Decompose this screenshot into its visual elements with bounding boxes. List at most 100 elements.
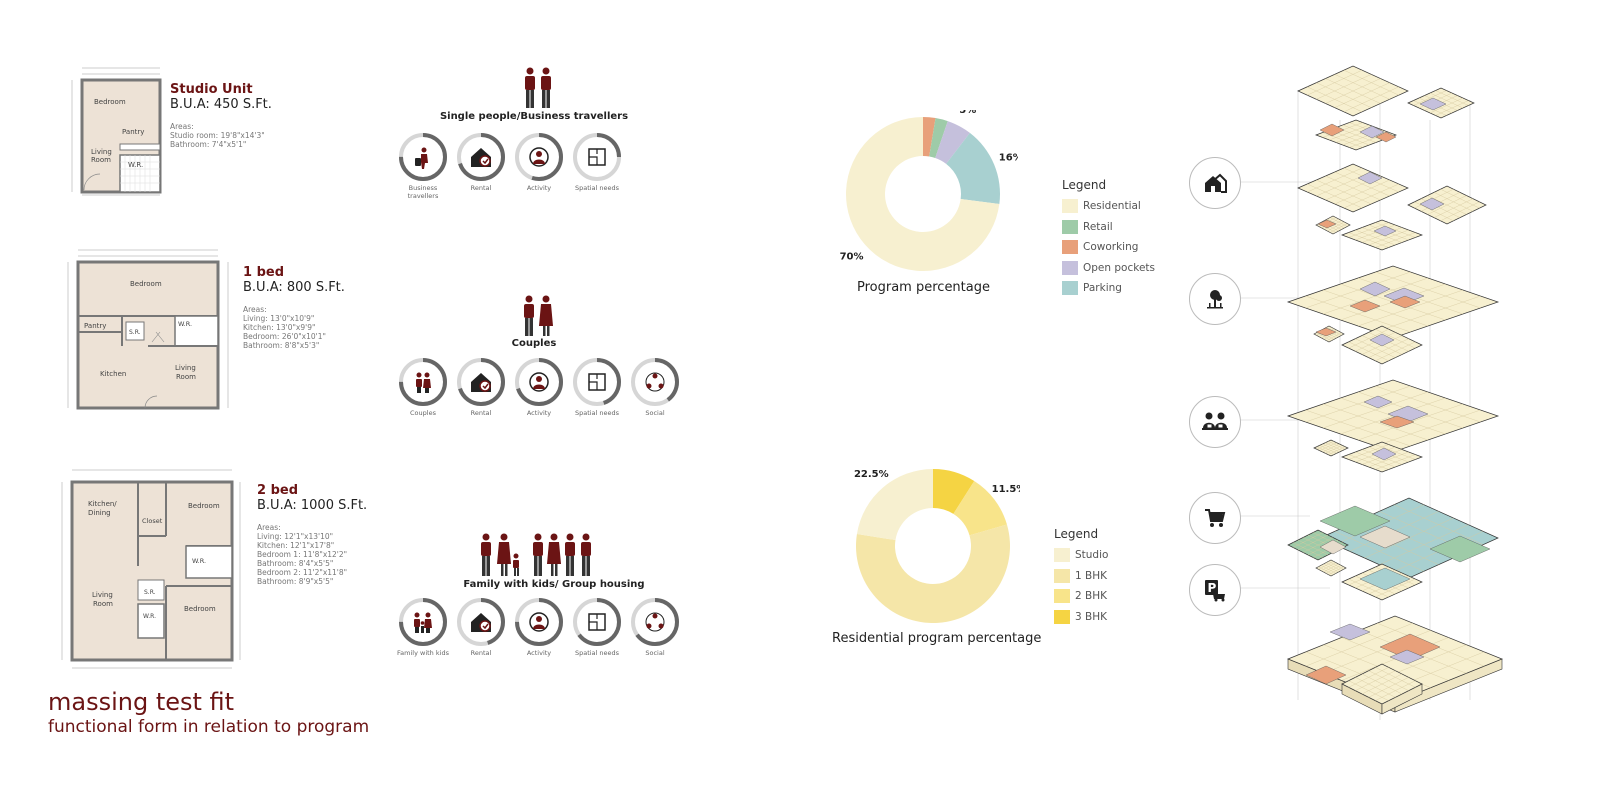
legend-label: 3 BHK [1075, 610, 1108, 623]
spatial-icon [588, 373, 606, 391]
group-title: Single people/Business travellers [439, 111, 629, 122]
group-title: Family with kids/ Group housing [463, 579, 645, 590]
unit-bua: B.U.A: 450 S.Ft. [170, 97, 272, 112]
need-label: Rental [470, 649, 492, 657]
pie-slice [946, 132, 1000, 205]
spatial-icon [588, 613, 606, 631]
legend-item: Residential [1062, 196, 1155, 217]
unit-title: 1 bed [243, 265, 284, 280]
need-label: Rental [470, 184, 492, 192]
need-label: Social [645, 649, 665, 657]
page-title: massing test fit [48, 688, 235, 716]
single-people-figure [525, 67, 551, 108]
need-ring [515, 358, 563, 406]
cart-icon [1189, 492, 1241, 544]
massing-combined-lower [1341, 663, 1423, 715]
slice-label: 70% [840, 252, 864, 263]
coworking-icon [1189, 396, 1241, 448]
svg-text:P: P [1208, 581, 1217, 595]
area-item: Bathroom: 8'4"x5'5" [257, 559, 334, 568]
slice-label: 16% [999, 153, 1018, 164]
pie-slice [935, 121, 970, 164]
massing-plate [1315, 559, 1347, 577]
areas-label: Areas: [257, 523, 281, 532]
massing-plate [1341, 219, 1423, 251]
svg-text:Kitchen/: Kitchen/ [88, 500, 117, 508]
area-item: Bedroom: 26'0"x10'1" [243, 332, 326, 341]
rental-home-icon [471, 613, 491, 632]
pie-slice [923, 117, 936, 157]
legend-label: Coworking [1083, 241, 1139, 254]
program-patch [1329, 623, 1371, 641]
svg-text:Kitchen: Kitchen [100, 370, 126, 378]
area-item: Bathroom: 8'8"x5'3" [243, 341, 320, 350]
program-patch [1305, 665, 1347, 685]
need-ring-progress [573, 358, 621, 406]
couple-figure [524, 295, 553, 336]
program-patch [1369, 333, 1395, 347]
area-item: Kitchen: 12'1"x17'8" [257, 541, 335, 550]
svg-text:W.R.: W.R. [192, 557, 206, 565]
legend-swatch [1062, 240, 1078, 255]
program-patch [1373, 225, 1397, 237]
need-ring-progress [631, 358, 679, 406]
need-ring [573, 133, 621, 181]
area-item: Living: 12'1"x13'10" [257, 532, 334, 541]
need-label: Activity [526, 409, 552, 417]
program-patch [1319, 123, 1345, 137]
pie-slice [856, 469, 933, 541]
need-ring-progress [573, 133, 621, 181]
slice-label: 5% [959, 110, 976, 116]
one-bed-floor-plan: Bedroom Pantry S.R. W.R. Kitchen Living … [67, 249, 229, 410]
svg-text:W.R.: W.R. [128, 161, 143, 169]
pie-slice [953, 480, 1007, 536]
legend-item: Retail [1062, 217, 1155, 238]
program-patch [1371, 447, 1397, 461]
program-patch [1357, 171, 1383, 185]
program-patch [1319, 505, 1391, 537]
slice-label: 9% [951, 458, 968, 461]
program-patch [1379, 415, 1415, 429]
program-legend: Legend Residential Retail Coworking Open po… [1062, 178, 1155, 299]
social-icon [645, 372, 665, 392]
legend-swatch [1062, 199, 1078, 214]
legend-item: 3 BHK [1054, 607, 1108, 628]
program-patch [1419, 97, 1447, 111]
svg-text:Bedroom: Bedroom [184, 605, 216, 613]
one-bed-unit-info: 1 bed B.U.A: 800 S.Ft. Areas: Living: 13… [243, 265, 345, 350]
need-label: Family with kids [397, 649, 449, 657]
unit-areas: Areas: Living: 12'1"x13'10" Kitchen: 12'… [257, 523, 367, 586]
need-ring-progress [515, 133, 563, 181]
svg-text:Pantry: Pantry [122, 128, 144, 136]
legend-title: Legend [1062, 178, 1107, 192]
traveller-icon [415, 147, 428, 169]
need-label: Couples [410, 409, 436, 417]
need-ring-progress [515, 358, 563, 406]
need-label: Rental [470, 409, 492, 417]
legend-label: 2 BHK [1075, 590, 1108, 603]
svg-text:S.R.: S.R. [144, 589, 156, 596]
program-patch [1429, 535, 1491, 563]
activity-icon [529, 612, 549, 632]
need-label: Spatial needs [574, 184, 620, 192]
massing-plate [1313, 439, 1349, 457]
activity-icon [529, 372, 549, 392]
program-patch [1319, 539, 1347, 555]
need-ring-progress [631, 598, 679, 646]
need-label: Business travellers [407, 184, 439, 200]
need-label: Activity [526, 649, 552, 657]
program-patch [1315, 327, 1337, 337]
need-label: Spatial needs [574, 409, 620, 417]
program-patch [1419, 197, 1445, 211]
need-ring [457, 133, 505, 181]
legend-swatch [1062, 219, 1078, 234]
chart-title: Residential program percentage [832, 631, 1042, 646]
need-ring [399, 133, 447, 181]
need-ring-progress [457, 598, 505, 646]
program-patch [1375, 131, 1397, 143]
svg-text:Living: Living [175, 364, 196, 372]
program-patch [1317, 219, 1337, 229]
area-item: Bathroom: 8'9"x5'5" [257, 577, 334, 586]
pie-slice [846, 117, 1000, 271]
garden-icon [1189, 273, 1241, 325]
